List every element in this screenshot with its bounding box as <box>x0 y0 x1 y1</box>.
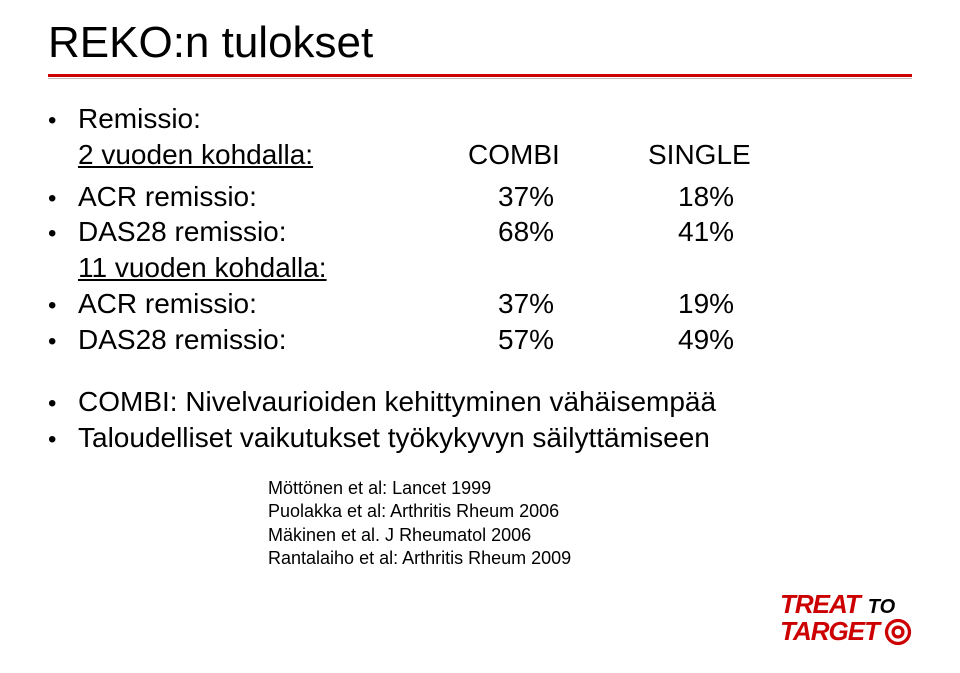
bullet-line: Taloudelliset vaikutukset työkykyvyn säi… <box>48 420 912 456</box>
header-row: Remissio: <box>48 101 912 137</box>
cell: 37% <box>498 179 678 215</box>
cell: 18% <box>678 179 798 215</box>
table-row: ACR remissio: 37% 19% <box>48 286 912 322</box>
target-icon <box>883 617 913 647</box>
bullet-icon <box>48 291 78 322</box>
bullet-line: COMBI: Nivelvaurioiden kehittyminen vähä… <box>48 384 912 420</box>
bullet-icon <box>48 425 78 456</box>
reference-line: Mäkinen et al. J Rheumatol 2006 <box>268 524 912 547</box>
treat-to-target-logo: TREAT TO TARGET <box>780 589 920 647</box>
cell: 37% <box>498 286 678 322</box>
bullet-text: Taloudelliset vaikutukset työkykyvyn säi… <box>78 420 912 456</box>
table-row: ACR remissio: 37% 18% <box>48 179 912 215</box>
subheader-label-2: 11 vuoden kohdalla: <box>78 250 468 286</box>
row-label: ACR remissio: <box>78 286 498 322</box>
bullet-icon <box>48 389 78 420</box>
row-label: DAS28 remissio: <box>78 322 498 358</box>
references: Möttönen et al: Lancet 1999 Puolakka et … <box>268 477 912 569</box>
col-combi: COMBI <box>468 137 648 173</box>
reference-line: Puolakka et al: Arthritis Rheum 2006 <box>268 500 912 523</box>
row-label: DAS28 remissio: <box>78 214 498 250</box>
cell: 41% <box>678 214 798 250</box>
cell: 49% <box>678 322 798 358</box>
subheader-label: 2 vuoden kohdalla: <box>78 137 468 173</box>
col-single: SINGLE <box>648 137 768 173</box>
row-label: ACR remissio: <box>78 179 498 215</box>
bullet-icon <box>48 327 78 358</box>
cell: 19% <box>678 286 798 322</box>
title-rule <box>48 74 912 79</box>
slide-title: REKO:n tulokset <box>48 18 912 68</box>
header-label: Remissio: <box>78 101 498 137</box>
logo-target: TARGET <box>780 616 879 647</box>
cell: 57% <box>498 322 678 358</box>
cell: 68% <box>498 214 678 250</box>
bullet-icon <box>48 219 78 250</box>
bullet-icon <box>48 106 78 137</box>
bullet-text: COMBI: Nivelvaurioiden kehittyminen vähä… <box>78 384 912 420</box>
bullet-icon <box>48 184 78 215</box>
content: Remissio: 2 vuoden kohdalla: COMBI SINGL… <box>48 101 912 570</box>
subheader-row-2: 11 vuoden kohdalla: <box>48 250 912 286</box>
table-row: DAS28 remissio: 57% 49% <box>48 322 912 358</box>
subheader-row: 2 vuoden kohdalla: COMBI SINGLE <box>48 137 912 173</box>
reference-line: Möttönen et al: Lancet 1999 <box>268 477 912 500</box>
slide: REKO:n tulokset Remissio: 2 vuoden kohda… <box>0 0 960 673</box>
reference-line: Rantalaiho et al: Arthritis Rheum 2009 <box>268 547 912 570</box>
table-row: DAS28 remissio: 68% 41% <box>48 214 912 250</box>
